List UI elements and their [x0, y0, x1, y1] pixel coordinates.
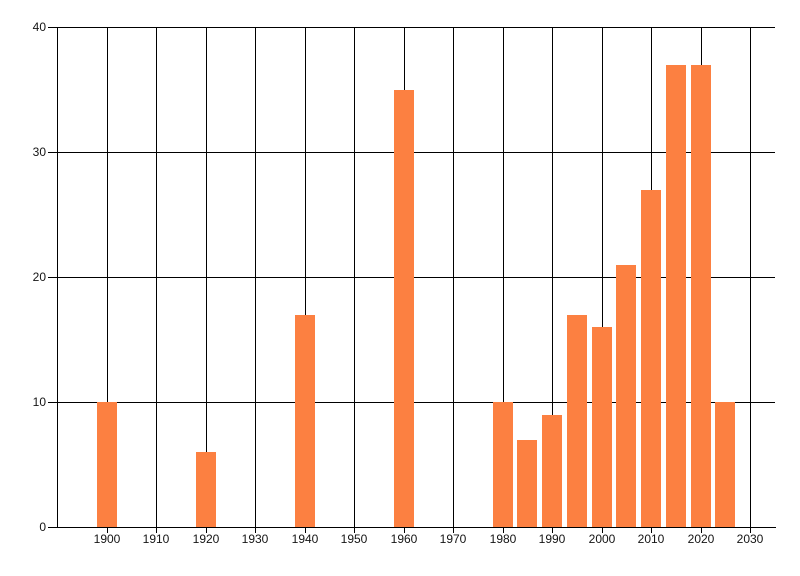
bar-2015 [666, 65, 686, 527]
x-tick-1910 [156, 527, 157, 533]
x-tick-label-1960: 1960 [390, 532, 418, 546]
x-tick-1950 [354, 527, 355, 533]
x-tick-label-2030: 2030 [736, 532, 764, 546]
bar-2010 [641, 190, 661, 527]
x-tick-1990 [552, 527, 553, 533]
x-tick-1930 [255, 527, 256, 533]
bar-1985 [517, 440, 537, 527]
y-axis-line [57, 27, 58, 527]
x-tick-1940 [305, 527, 306, 533]
x-tick-1980 [503, 527, 504, 533]
x-tick-label-1900: 1900 [93, 532, 121, 546]
x-tick-label-1950: 1950 [340, 532, 368, 546]
y-tick-10 [48, 402, 57, 403]
bar-2025 [715, 402, 735, 527]
x-axis-line [57, 527, 776, 528]
x-tick-1970 [453, 527, 454, 533]
bar-2020 [691, 65, 711, 527]
x-tick-label-1920: 1920 [192, 532, 220, 546]
y-tick-label-40: 40 [32, 20, 46, 34]
x-tick-2010 [651, 527, 652, 533]
x-tick-label-1970: 1970 [439, 532, 467, 546]
gridline-y-30 [57, 152, 775, 153]
gridline-y-10 [57, 402, 775, 403]
bar-1960 [394, 90, 414, 527]
bar-1920 [196, 452, 216, 527]
gridline-y-20 [57, 277, 775, 278]
bar-1995 [567, 315, 587, 527]
bar-1990 [542, 415, 562, 527]
y-tick-0 [48, 527, 57, 528]
y-tick-20 [48, 277, 57, 278]
x-tick-1920 [206, 527, 207, 533]
y-tick-30 [48, 152, 57, 153]
x-tick-label-1910: 1910 [142, 532, 170, 546]
x-tick-label-2010: 2010 [637, 532, 665, 546]
bar-1980 [493, 402, 513, 527]
x-tick-2030 [750, 527, 751, 533]
y-tick-label-30: 30 [32, 145, 46, 159]
x-tick-label-1940: 1940 [291, 532, 319, 546]
x-tick-2020 [701, 527, 702, 533]
y-tick-label-10: 10 [32, 395, 46, 409]
gridline-y-40 [57, 27, 775, 28]
y-tick-40 [48, 27, 57, 28]
x-tick-label-1980: 1980 [489, 532, 517, 546]
x-tick-label-2020: 2020 [687, 532, 715, 546]
x-tick-label-1990: 1990 [538, 532, 566, 546]
x-tick-label-2000: 2000 [588, 532, 616, 546]
x-tick-2000 [602, 527, 603, 533]
bar-2000 [592, 327, 612, 527]
x-tick-1960 [404, 527, 405, 533]
bar-1900 [97, 402, 117, 527]
x-tick-label-1930: 1930 [241, 532, 269, 546]
y-tick-label-20: 20 [32, 270, 46, 284]
y-tick-label-0: 0 [39, 520, 46, 534]
bar-2005 [616, 265, 636, 527]
x-tick-1900 [107, 527, 108, 533]
bar-1940 [295, 315, 315, 527]
